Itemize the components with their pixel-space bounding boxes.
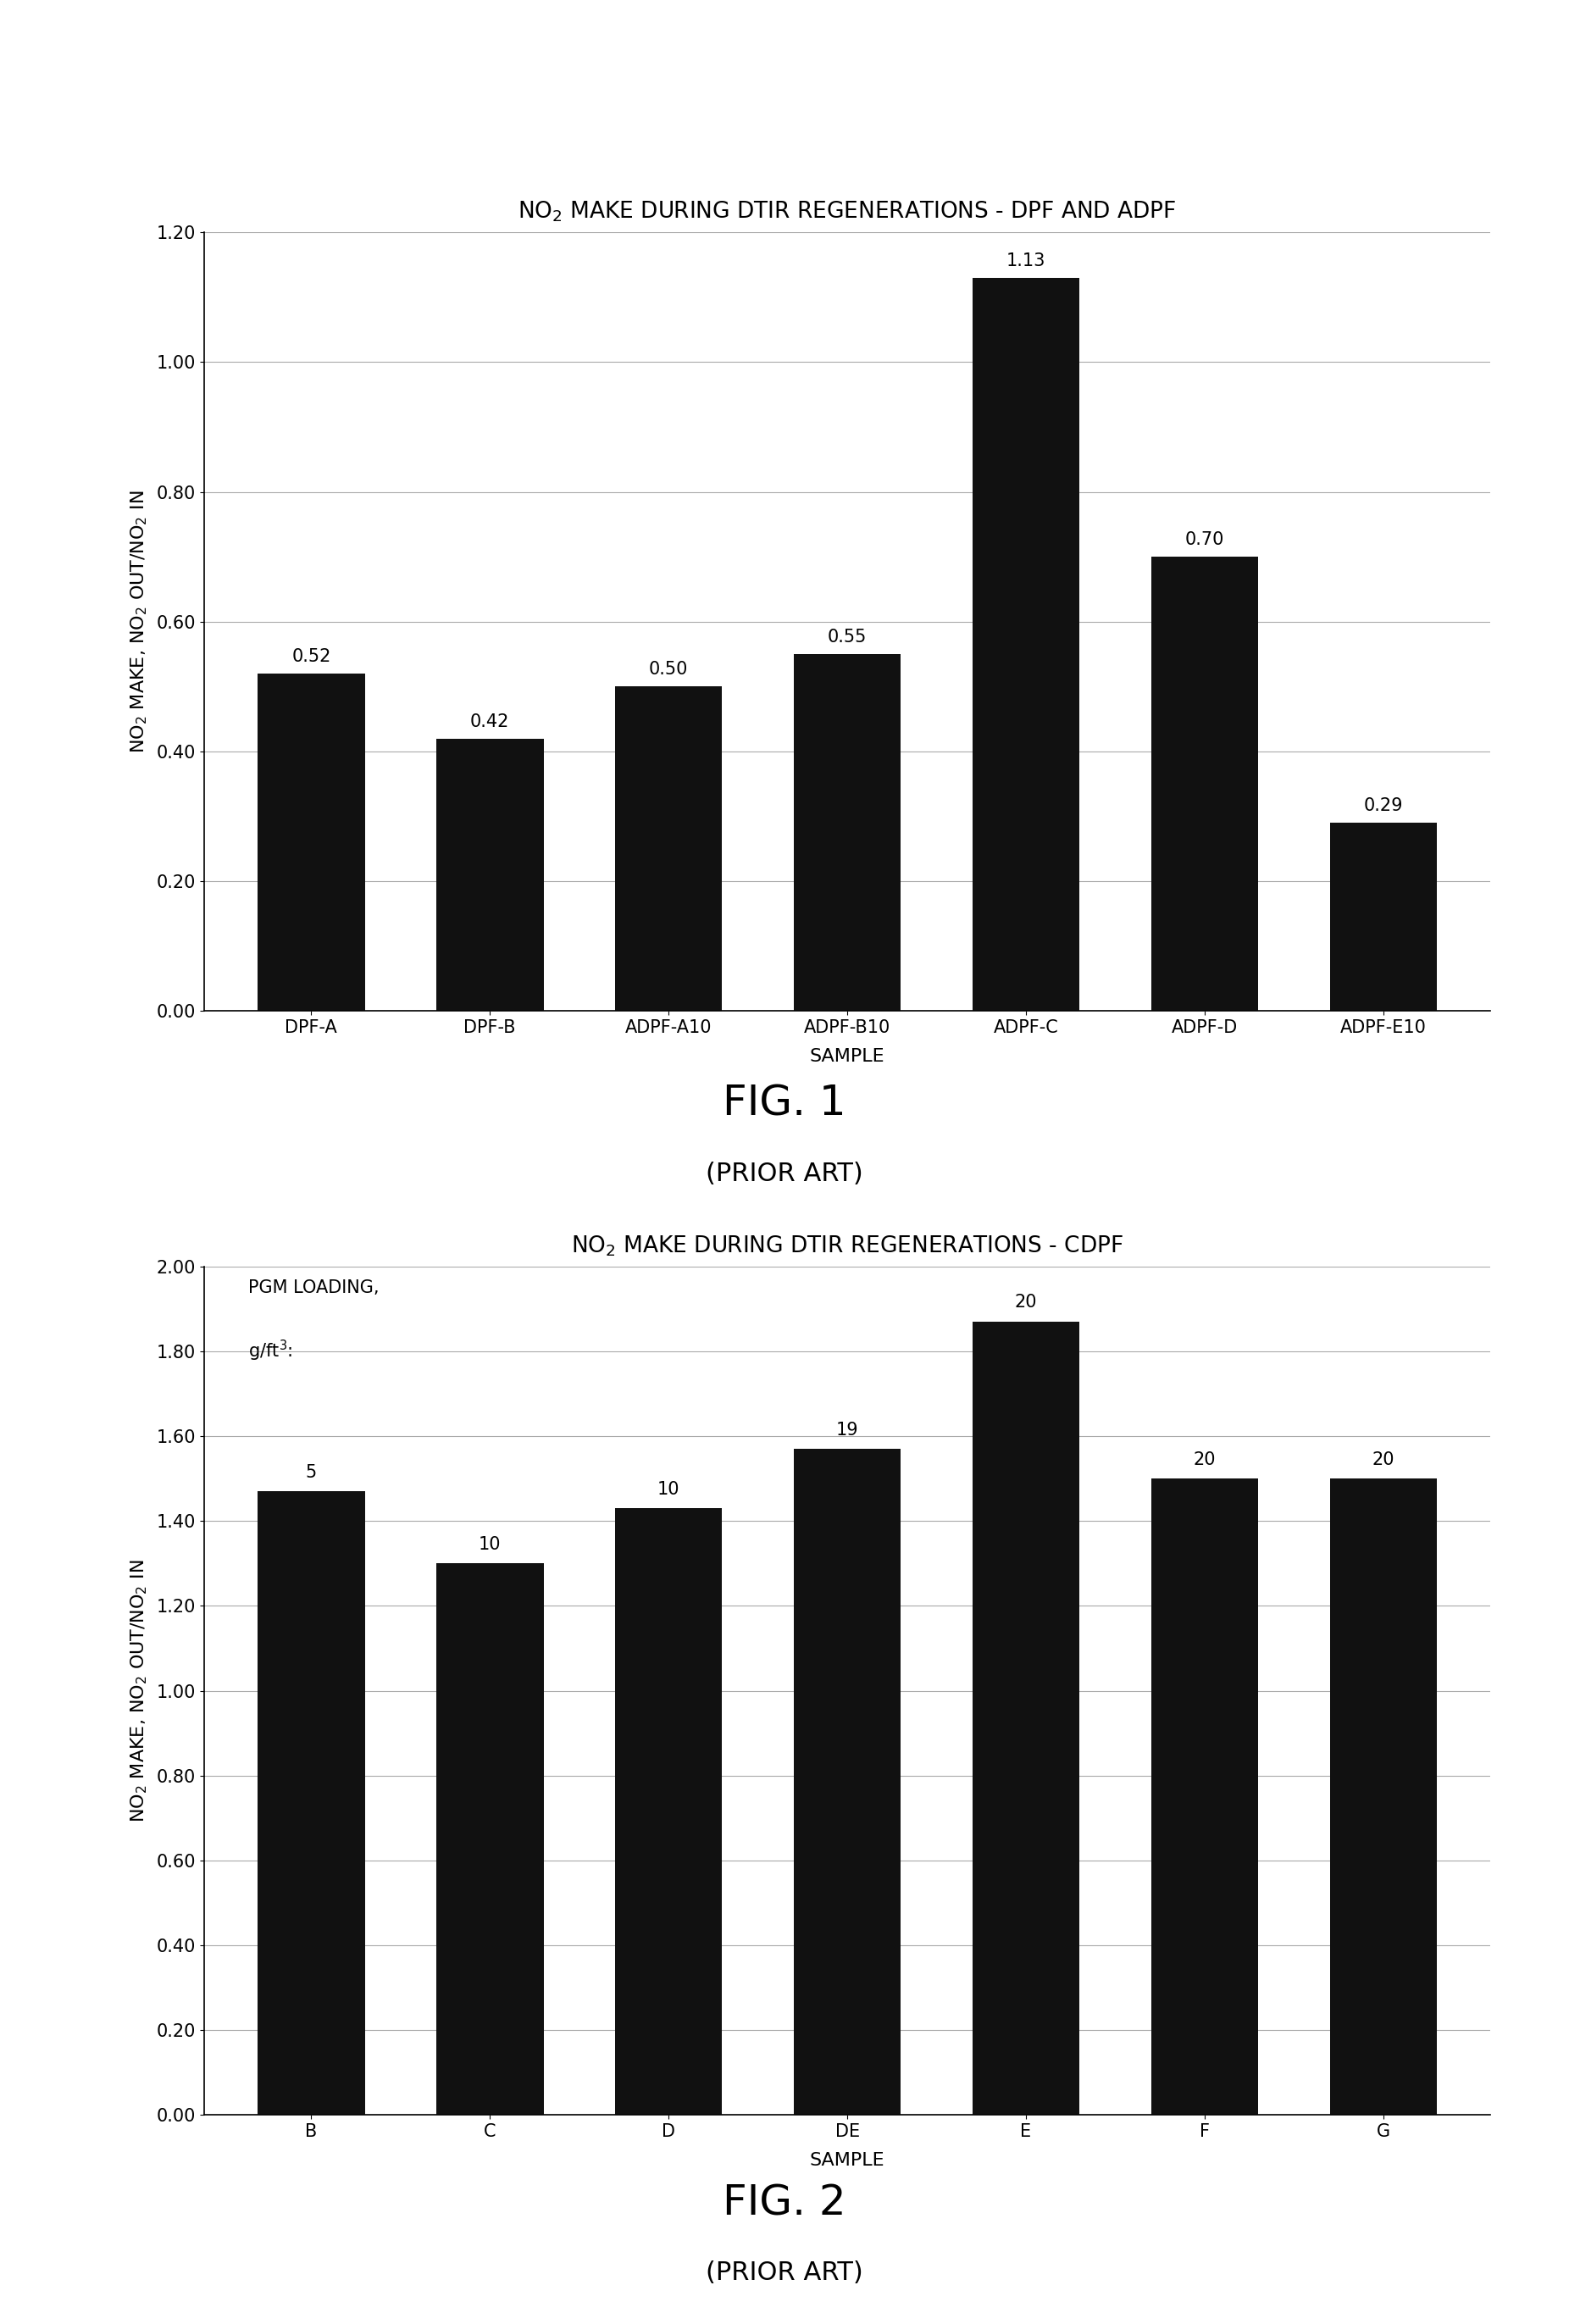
Bar [794,1448,901,2115]
Bar [1152,558,1258,1011]
Text: 0.55: 0.55 [827,630,868,646]
Text: 20: 20 [1373,1450,1395,1469]
Y-axis label: NO$_2$ MAKE, NO$_2$ OUT/NO$_2$ IN: NO$_2$ MAKE, NO$_2$ OUT/NO$_2$ IN [129,1559,149,1822]
Text: 20: 20 [1194,1450,1216,1469]
Bar [615,1508,722,2115]
X-axis label: SAMPLE: SAMPLE [810,1048,885,1064]
Title: NO$_2$ MAKE DURING DTIR REGENERATIONS - CDPF: NO$_2$ MAKE DURING DTIR REGENERATIONS - … [571,1234,1123,1257]
Text: FIG. 2: FIG. 2 [723,2182,846,2224]
Text: g/ft$^3$:: g/ft$^3$: [248,1339,293,1364]
Bar [436,1564,543,2115]
Bar [1331,823,1437,1011]
Text: 0.29: 0.29 [1363,797,1403,813]
Y-axis label: NO$_2$ MAKE, NO$_2$ OUT/NO$_2$ IN: NO$_2$ MAKE, NO$_2$ OUT/NO$_2$ IN [129,490,149,753]
Text: 5: 5 [306,1464,317,1480]
Bar [973,1322,1079,2115]
Bar [1152,1478,1258,2115]
Text: FIG. 1: FIG. 1 [723,1083,846,1125]
Text: 20: 20 [1015,1294,1037,1311]
Bar [973,279,1079,1011]
Bar [1331,1478,1437,2115]
Bar [436,739,543,1011]
Bar [794,653,901,1011]
Text: (PRIOR ART): (PRIOR ART) [706,1162,863,1185]
Text: 0.52: 0.52 [292,648,331,665]
X-axis label: SAMPLE: SAMPLE [810,2152,885,2168]
Bar [257,1492,366,2115]
Text: 19: 19 [836,1422,858,1439]
Text: 0.70: 0.70 [1185,532,1224,548]
Text: 0.50: 0.50 [650,660,689,679]
Bar [615,686,722,1011]
Text: 0.42: 0.42 [471,713,510,730]
Text: PGM LOADING,: PGM LOADING, [248,1278,380,1297]
Text: 1.13: 1.13 [1006,253,1045,270]
Title: NO$_2$ MAKE DURING DTIR REGENERATIONS - DPF AND ADPF: NO$_2$ MAKE DURING DTIR REGENERATIONS - … [518,200,1177,223]
Text: 10: 10 [657,1480,679,1497]
Text: 10: 10 [479,1536,501,1552]
Bar [257,674,366,1011]
Text: (PRIOR ART): (PRIOR ART) [706,2261,863,2284]
